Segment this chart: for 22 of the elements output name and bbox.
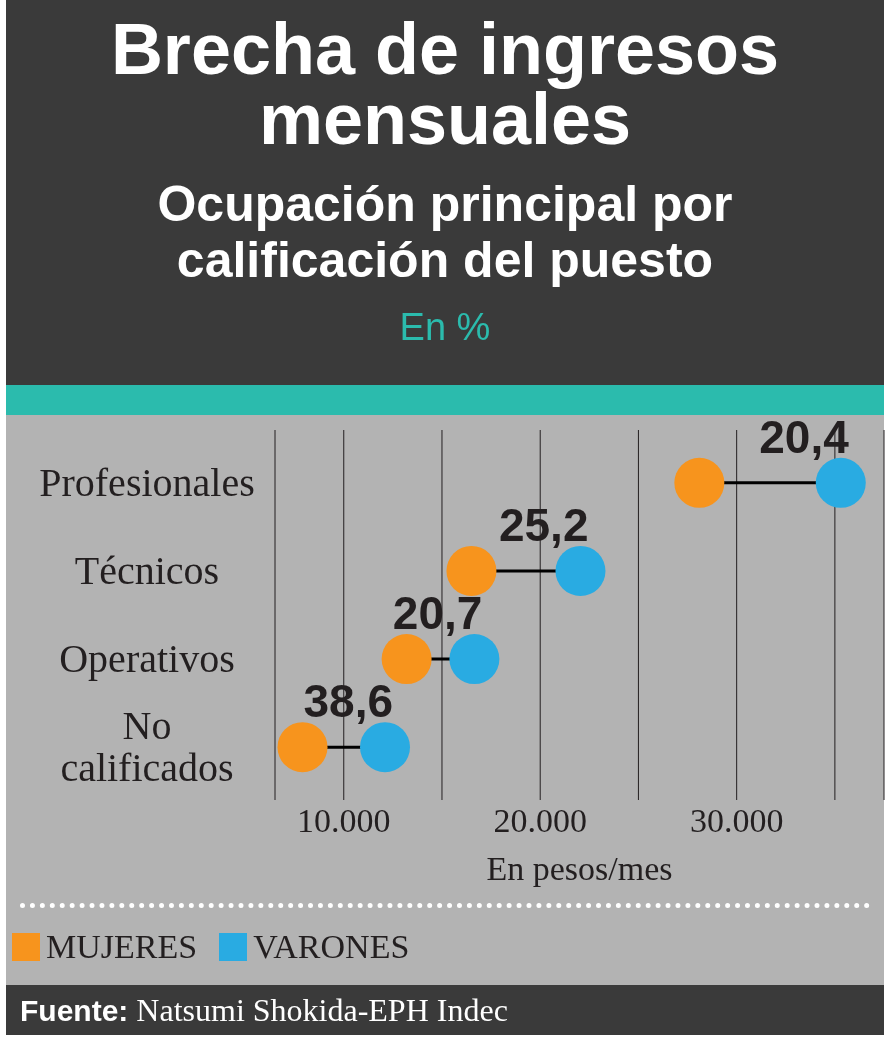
legend-label: MUJERES	[45, 928, 198, 966]
x-tick-label: 20.000	[493, 802, 587, 840]
y-tick-label: Operativos	[59, 636, 235, 682]
text: En %	[398, 306, 492, 349]
legend-label: VARONES	[252, 928, 410, 966]
y-tick-label: No calificados	[60, 703, 234, 791]
x-axis-title: En pesos/mes	[486, 850, 673, 887]
point	[674, 457, 725, 508]
point	[381, 634, 432, 685]
chart-subtitle: Ocupación principal por calificación del puesto	[156, 176, 734, 288]
point	[449, 634, 500, 685]
annotation: 20,4	[759, 410, 850, 463]
point	[446, 545, 497, 596]
x-tick-label: 30.000	[689, 802, 784, 840]
x-tick-label: 10.000	[297, 802, 391, 840]
chart-title: Brecha de ingresos mensuales	[109, 9, 781, 159]
point	[277, 722, 328, 773]
point	[360, 722, 411, 773]
y-tick-label: Profesionales	[39, 459, 255, 505]
source-note: Fuente: Natsumi Shokida-EPH Indec	[20, 991, 508, 1028]
y-tick-label: Técnicos	[74, 547, 220, 593]
annotation: 20,7	[392, 587, 483, 640]
